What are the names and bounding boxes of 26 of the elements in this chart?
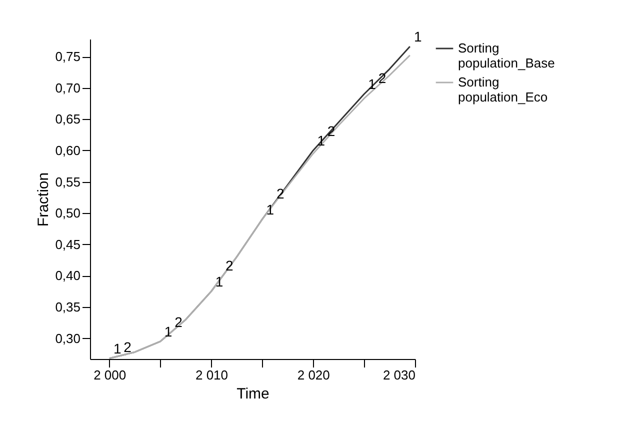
- y-tick-label: 0,45: [55, 236, 80, 252]
- annotation: 2: [174, 314, 183, 330]
- y-axis-title: Fraction: [35, 172, 52, 227]
- legend-label: Sorting population_Base: [458, 40, 555, 70]
- y-tick-label: 0,35: [55, 300, 80, 315]
- x-tick-label: 2 020: [297, 368, 330, 382]
- annotation: 1: [164, 323, 172, 340]
- x-axis-title: Time: [236, 386, 270, 402]
- annotation: 1: [113, 340, 122, 356]
- y-tick-label: 0,30: [55, 330, 80, 346]
- annotation: 2: [124, 339, 132, 356]
- annotation: 1: [414, 28, 422, 45]
- y-tick-label: 0,70: [55, 80, 80, 96]
- y-tick-label: 0,60: [55, 142, 80, 158]
- x-tick-label: 2 000: [94, 368, 126, 382]
- y-tick-label: 0,65: [55, 112, 80, 127]
- annotation: 2: [226, 258, 234, 274]
- legend-label: Sorting population_Eco: [458, 74, 548, 104]
- x-tick-label: 2 030: [382, 368, 416, 382]
- y-tick-label: 0,75: [55, 49, 80, 64]
- x-tick-label: 2 010: [195, 368, 228, 382]
- y-tick-label: 0,40: [55, 268, 80, 284]
- annotation: 1: [266, 201, 274, 218]
- y-tick-label: 0,55: [55, 174, 80, 190]
- y-tick-label: 0,50: [55, 206, 80, 221]
- annotation: 1: [215, 273, 224, 290]
